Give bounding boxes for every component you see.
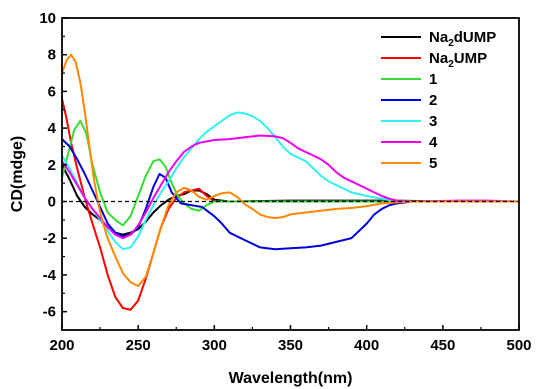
- x-tick-label: 500: [506, 337, 531, 354]
- y-tick-label: -6: [43, 304, 56, 321]
- legend-label-1: Na2dUMP: [429, 29, 496, 49]
- x-tick-label: 450: [430, 337, 455, 354]
- x-tick-label: 350: [278, 337, 303, 354]
- x-tick-label: 400: [354, 337, 379, 354]
- legend-label-6: 4: [429, 134, 438, 151]
- x-tick-label: 200: [49, 337, 74, 354]
- tick-layer: 200 250 300 350 400 450 500 -6 -4 -2 0 2 4 6 8 10: [39, 10, 531, 354]
- y-tick-label: 6: [48, 83, 56, 100]
- y-tick-label: 8: [48, 47, 56, 64]
- series-line-7: [61, 53, 519, 287]
- series-line-6: [61, 134, 520, 240]
- series-line-2: [61, 98, 519, 311]
- x-tick-label: 250: [126, 337, 151, 354]
- legend-label-2: Na2UMP: [429, 50, 487, 70]
- series-line-4: [61, 138, 519, 251]
- y-tick-label: -4: [43, 267, 57, 284]
- legend-label-5: 3: [429, 113, 437, 130]
- y-tick-label: 4: [48, 120, 57, 137]
- legend-label-7: 5: [429, 155, 437, 172]
- y-tick-label: -2: [43, 230, 56, 247]
- series-line-3: [61, 119, 519, 227]
- y-tick-label: 0: [48, 194, 56, 211]
- x-tick-label: 300: [202, 337, 227, 354]
- series-line-5: [61, 111, 519, 251]
- x-axis-title: Wavelength(nm): [229, 370, 353, 387]
- legend-label-3: 1: [429, 71, 437, 88]
- y-axis-title: CD(mdge): [9, 136, 26, 212]
- series-line-1: [61, 164, 519, 236]
- y-tick-label: 2: [48, 157, 56, 174]
- y-tick-label: 10: [39, 10, 56, 27]
- legend-label-4: 2: [429, 92, 437, 109]
- series-layer: [61, 53, 520, 311]
